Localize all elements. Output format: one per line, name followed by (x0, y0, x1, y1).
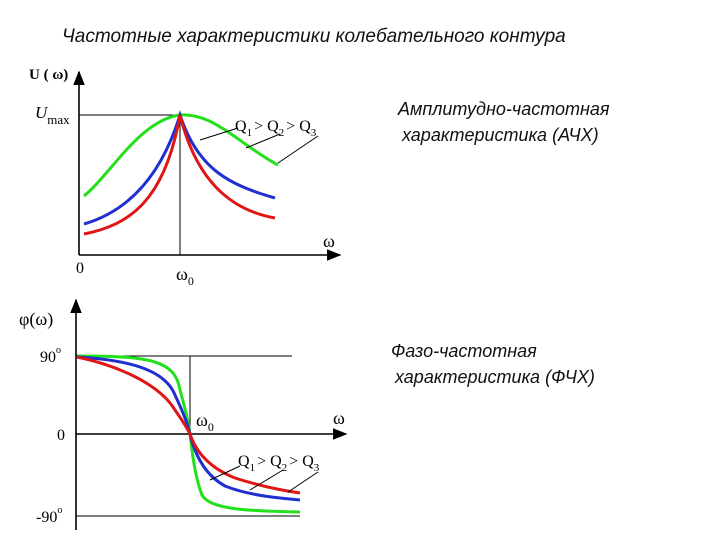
pfc-caption-line2: характеристика (ФЧХ) (394, 367, 595, 387)
afc-umax-sub: max (47, 112, 70, 127)
pfc-q1-sub: 1 (250, 462, 256, 474)
pfc-q1: Q (238, 453, 250, 470)
page-title: Частотные характеристики колебательного … (62, 26, 566, 47)
afc-gt2: > (286, 118, 295, 135)
pfc-bottom-value: -90 (36, 509, 57, 526)
afc-omega0-sub: 0 (188, 274, 194, 288)
pfc-top-label: 90o (40, 345, 61, 366)
pfc-omega0-label: ω0 (196, 410, 214, 434)
afc-q-relation: Q1 > Q2 > Q3 (235, 118, 317, 139)
pfc-caption-line1: Фазо-частотная (391, 341, 537, 361)
pfc-bottom-deg: o (57, 505, 62, 516)
pfc-q2: Q (270, 453, 282, 470)
pfc-q3-sub: 3 (314, 462, 320, 474)
afc-q1: Q (235, 118, 247, 135)
pfc-q-leader-1 (209, 465, 241, 481)
pfc-x-axis-label: ω (333, 408, 345, 428)
afc-y-axis-label: U ( ω) (29, 67, 68, 83)
afc-gt1: > (254, 118, 263, 135)
pfc-q2-sub: 2 (282, 462, 288, 474)
pfc-top-deg: o (56, 345, 61, 356)
afc-umax-label: Umax (35, 103, 70, 127)
afc-q2: Q (267, 118, 279, 135)
afc-caption-line2: характеристика (АЧХ) (401, 125, 599, 145)
afc-q3: Q (299, 118, 311, 135)
afc-x-axis-label: ω (323, 231, 335, 251)
pfc-bottom-label: -90o (36, 505, 62, 526)
afc-umax-u: U (35, 103, 49, 122)
afc-caption-line1: Амплитудно-частотная (397, 99, 610, 119)
afc-q3-sub: 3 (311, 127, 317, 139)
afc-omega0-sym: ω (176, 264, 188, 284)
pfc-zero-label: 0 (57, 427, 65, 444)
afc-origin-label: 0 (76, 260, 84, 277)
afc-graph: U ( ω) Umax 0 ω ω0 Q1 > Q2 > Q3 Амплитудно-ч… (29, 67, 610, 288)
afc-q-leader-3 (277, 135, 319, 164)
afc-q2-sub: 2 (279, 127, 285, 139)
afc-q-leader-2 (245, 133, 281, 149)
afc-curve-red (83, 114, 276, 236)
afc-q-leader-1 (199, 127, 239, 141)
pfc-omega0-sub: 0 (208, 420, 214, 434)
pfc-gt1: > (257, 453, 266, 470)
pfc-q-relation: Q1 > Q2 > Q3 (238, 453, 320, 474)
pfc-top-value: 90 (40, 349, 56, 366)
pfc-curve-red (76, 355, 301, 495)
pfc-q3: Q (302, 453, 314, 470)
afc-q1-sub: 1 (247, 127, 253, 139)
pfc-gt2: > (289, 453, 298, 470)
afc-omega0-label: ω0 (176, 264, 194, 288)
pfc-q-leader-3 (287, 471, 319, 493)
pfc-omega0-sym: ω (196, 410, 208, 430)
pfc-graph: φ(ω) 90o 0 -90o ω ω0 Q1 > Q2 > Q3 Фазо-часто… (19, 298, 595, 530)
pfc-y-axis-label: φ(ω) (19, 309, 53, 330)
pfc-q-leader-2 (249, 469, 284, 491)
